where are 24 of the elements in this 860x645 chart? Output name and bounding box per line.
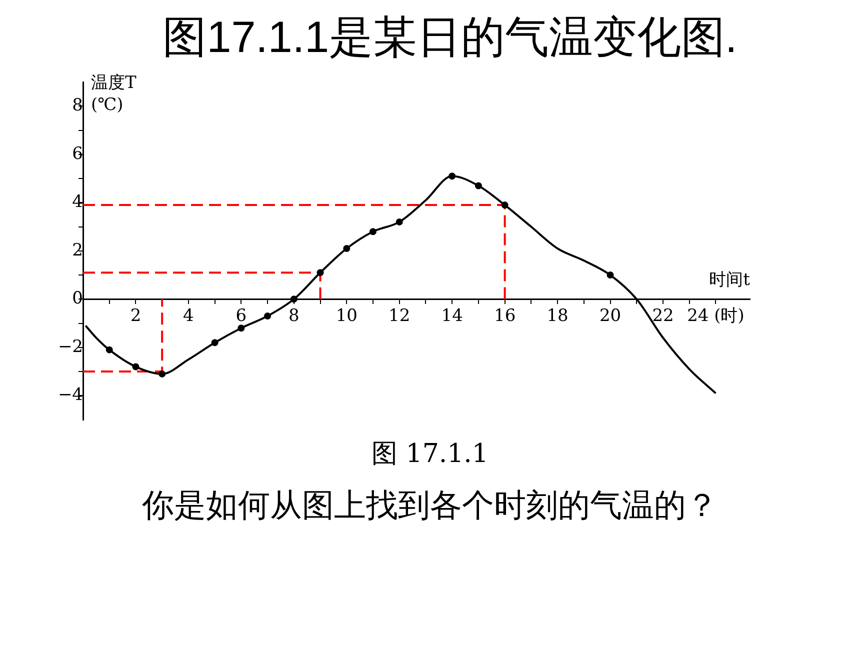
x-tick-label: 16 bbox=[494, 306, 516, 326]
x-tick-label: 12 bbox=[388, 306, 410, 326]
x-tick-label: 10 bbox=[336, 306, 358, 326]
x-tick-label: 20 bbox=[599, 306, 622, 326]
y-tick-label: 8 bbox=[72, 96, 83, 116]
x-axis-title: 时间t bbox=[709, 270, 750, 290]
y-tick-label: 2 bbox=[72, 240, 83, 260]
x-tick-label: 22 bbox=[652, 306, 674, 326]
y-tick-label: −4 bbox=[58, 385, 83, 406]
y-tick-label: −2 bbox=[58, 336, 83, 357]
x-tick-label: 14 bbox=[441, 306, 463, 326]
text: 你是如何从图上找到各个时刻的气温的？ bbox=[141, 485, 719, 526]
x-tick-label: 24 (时) bbox=[687, 306, 744, 326]
x-tick-label: 4 bbox=[183, 306, 194, 326]
y-axis-title: 温度T (℃) bbox=[91, 73, 137, 115]
x-tick-label: 6 bbox=[236, 306, 247, 326]
y-tick-label: 4 bbox=[72, 192, 83, 212]
y-tick-label: 0 bbox=[72, 288, 83, 309]
caption: 图 17.1.1 bbox=[370, 438, 490, 471]
x-tick-label: 18 bbox=[546, 306, 568, 326]
y-tick-label: 6 bbox=[72, 144, 83, 164]
x-tick-label: 2 bbox=[130, 306, 142, 326]
x-tick-label: 8 bbox=[288, 306, 300, 326]
chart-title: 图17.1.1是某日的气温变化图. bbox=[162, 12, 738, 64]
